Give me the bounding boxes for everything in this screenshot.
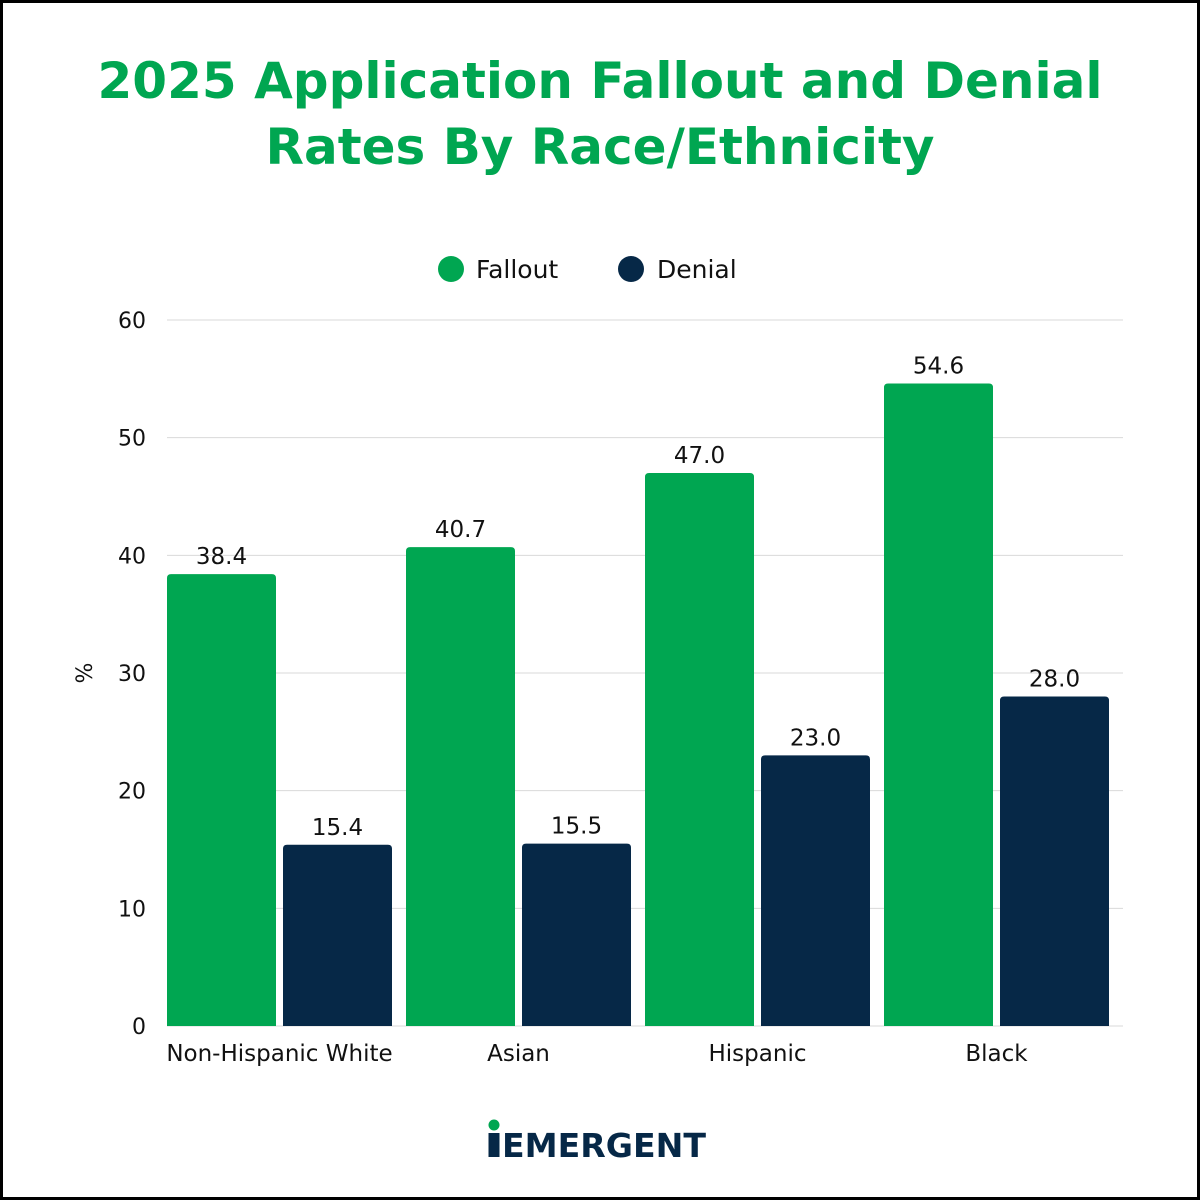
data-label: 47.0 xyxy=(674,443,725,469)
y-tick-label: 10 xyxy=(118,897,146,922)
bar-denial xyxy=(283,844,392,1026)
bar-fallout xyxy=(406,547,515,1026)
bar-denial xyxy=(761,755,870,1026)
legend-marker-fallout xyxy=(438,256,464,282)
legend-label-fallout: Fallout xyxy=(476,255,558,284)
data-label: 15.5 xyxy=(551,814,602,840)
y-tick-label: 50 xyxy=(118,427,146,452)
logo-stem-icon xyxy=(488,1133,500,1157)
legend-marker-denial xyxy=(618,256,644,282)
data-label: 23.0 xyxy=(790,725,841,751)
y-axis-label: % xyxy=(73,663,98,684)
bar-fallout xyxy=(884,383,993,1026)
data-label: 28.0 xyxy=(1029,667,1080,693)
bar-denial xyxy=(1000,696,1109,1026)
data-label: 38.4 xyxy=(196,544,247,570)
x-tick-label: Black xyxy=(965,1041,1028,1067)
bar-denial xyxy=(522,843,631,1026)
chart-title-line-2: Rates By Race/Ethnicity xyxy=(265,118,935,176)
y-tick-label: 0 xyxy=(132,1015,146,1040)
logo-dot-icon xyxy=(488,1119,500,1131)
iemergent-logo: EMERGENT xyxy=(0,1118,1200,1165)
logo-wordmark: EMERGENT xyxy=(502,1126,706,1160)
x-tick-label: Hispanic xyxy=(709,1041,807,1067)
data-label: 40.7 xyxy=(435,517,486,543)
x-tick-label: Asian xyxy=(487,1041,550,1067)
data-label: 54.6 xyxy=(913,354,964,380)
chart-title: 2025 Application Fallout and Denial Rate… xyxy=(0,48,1200,180)
y-tick-label: 20 xyxy=(118,780,146,805)
bar-fallout xyxy=(645,472,754,1026)
x-tick-label: Non-Hispanic White xyxy=(166,1041,392,1067)
legend-label-denial: Denial xyxy=(657,255,737,284)
chart-title-line-1: 2025 Application Fallout and Denial xyxy=(97,52,1103,110)
data-label: 15.4 xyxy=(312,815,363,841)
bar-fallout xyxy=(167,574,276,1026)
y-tick-label: 60 xyxy=(118,309,146,334)
y-tick-label: 40 xyxy=(118,544,146,569)
y-tick-label: 30 xyxy=(118,662,146,687)
